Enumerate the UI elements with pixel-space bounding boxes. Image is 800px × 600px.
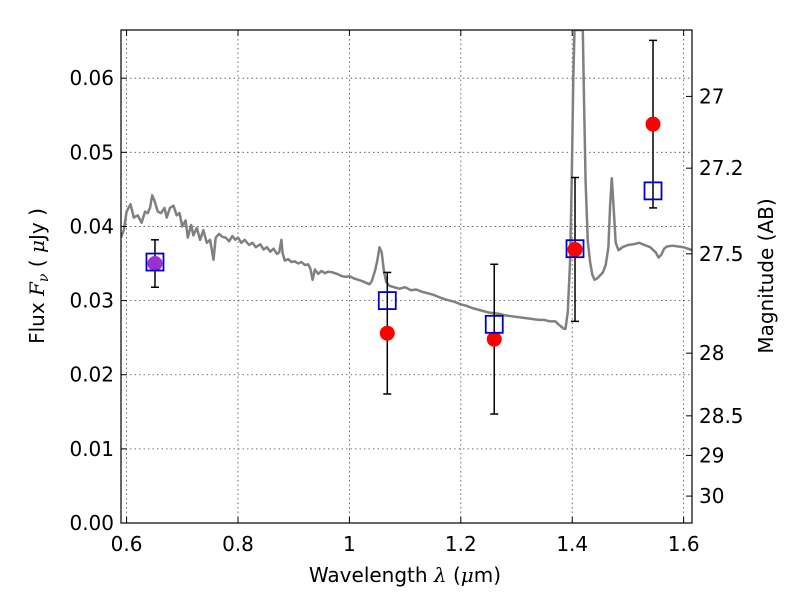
observed-point xyxy=(486,331,502,347)
model-square xyxy=(484,314,504,334)
y-tick-label: 0.05 xyxy=(69,140,114,164)
grid xyxy=(121,30,692,524)
magnitude-tick-label: 28 xyxy=(699,341,724,365)
x-tick-label: 1 xyxy=(343,532,356,556)
y-axis-label: Flux Fν ( μJy ) xyxy=(25,208,52,344)
magnitude-tick-label: 28.5 xyxy=(699,404,744,428)
observed-point xyxy=(567,241,583,257)
x-axis-ticks: 0.6 0.8 1 1.2 1.4 1.6 xyxy=(111,30,700,556)
x-tick-label: 0.8 xyxy=(222,532,254,556)
magnitude-tick-label: 27.2 xyxy=(699,156,744,180)
magnitude-tick-label: 27 xyxy=(699,84,724,108)
x-tick-label: 1.4 xyxy=(556,532,588,556)
model-square xyxy=(565,239,585,259)
observed-points xyxy=(147,116,661,347)
y-tick-label: 0.06 xyxy=(69,66,114,90)
magnitude-tick-label: 27.5 xyxy=(699,242,744,266)
y-tick-label: 0.00 xyxy=(69,511,114,535)
x-tick-label: 1.6 xyxy=(668,532,700,556)
y-tick-label: 0.03 xyxy=(69,289,114,313)
spectrum-line xyxy=(121,30,692,331)
magnitude-tick-label: 30 xyxy=(699,484,724,508)
model-square xyxy=(145,252,165,272)
magnitude-axis-label: Magnitude (AB) xyxy=(754,198,778,353)
model-spectrum xyxy=(121,30,692,331)
observed-point xyxy=(645,116,661,132)
observed-point xyxy=(379,325,395,341)
y-axis-ticks: 0.00 0.01 0.02 0.03 0.04 0.05 0.06 xyxy=(69,66,127,535)
x-tick-label: 0.6 xyxy=(111,532,143,556)
model-square xyxy=(643,181,663,201)
model-squares xyxy=(145,181,663,334)
error-bars xyxy=(150,39,658,415)
model-square xyxy=(377,291,397,310)
y-tick-label: 0.02 xyxy=(69,363,114,387)
magnitude-axis-ticks: 27 27.2 27.5 28 28.5 29 30 xyxy=(686,84,744,508)
plot-frame xyxy=(120,29,693,524)
magnitude-tick-label: 29 xyxy=(699,443,724,467)
y-tick-label: 0.04 xyxy=(69,214,114,238)
observed-point xyxy=(147,256,163,272)
x-tick-label: 1.2 xyxy=(445,532,477,556)
x-axis-label: Wavelength λ (μm) xyxy=(309,563,501,587)
y-tick-label: 0.01 xyxy=(69,437,114,461)
